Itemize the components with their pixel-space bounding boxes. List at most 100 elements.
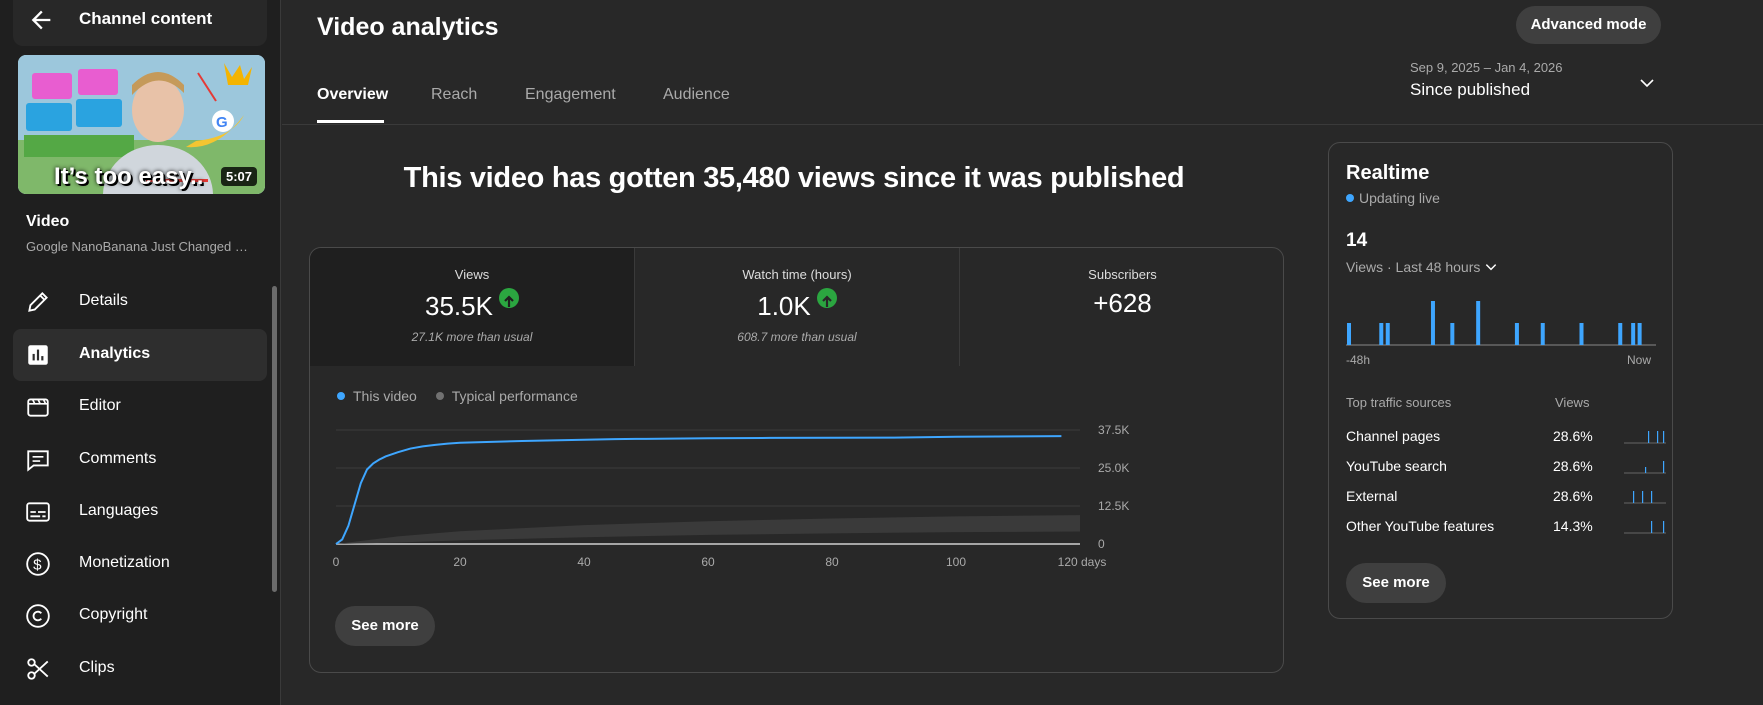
metric-divider	[634, 248, 635, 366]
realtime-axis-end: Now	[1627, 353, 1652, 367]
sidebar-item-comments[interactable]: Comments	[13, 434, 267, 486]
tab-engagement[interactable]: Engagement	[525, 86, 616, 103]
analytics-icon	[28, 345, 48, 365]
video-label: Video	[26, 213, 70, 230]
sidebar-item-languages[interactable]: Languages	[13, 486, 267, 538]
sidebar-item-copyright[interactable]: Copyright	[13, 590, 267, 642]
legend-this-video[interactable]: This video	[337, 388, 417, 404]
realtime-bar[interactable]	[1347, 323, 1351, 345]
sparkline-bar	[1633, 491, 1635, 503]
page-title: Video analytics	[317, 13, 499, 41]
realtime-bar[interactable]	[1450, 323, 1455, 345]
sidebar-item-label: Copyright	[79, 606, 148, 623]
traffic-sources-header: Top traffic sources	[1346, 395, 1452, 410]
x-tick-label: 0	[333, 555, 340, 569]
x-tick-label: 60	[701, 555, 715, 569]
sidebar-item-clips[interactable]: Clips	[13, 643, 267, 695]
copyright-icon	[26, 604, 50, 628]
y-tick-label: 25.0K	[1098, 461, 1129, 475]
realtime-bar[interactable]	[1540, 323, 1545, 345]
advanced-mode-button[interactable]: Advanced mode	[1516, 6, 1661, 44]
see-more-button[interactable]: See more	[335, 606, 435, 646]
realtime-bar[interactable]	[1514, 323, 1519, 345]
video-thumbnail[interactable]: G It’s too easy.. 5:07	[18, 55, 265, 194]
trend-up-icon	[816, 288, 837, 308]
traffic-source-row[interactable]: YouTube search 28.6%	[1346, 458, 1666, 480]
tab-reach[interactable]: Reach	[431, 86, 478, 103]
realtime-count: 14	[1346, 230, 1368, 251]
sparkline-bar	[1657, 431, 1659, 443]
back-arrow-icon[interactable]	[27, 6, 55, 34]
header-divider	[282, 124, 1763, 125]
metric-label: Views	[454, 267, 490, 282]
metric-value: +628	[1093, 288, 1152, 318]
tab-audience[interactable]: Audience	[663, 86, 730, 103]
svg-text:$: $	[33, 556, 42, 573]
traffic-source-percent: 28.6%	[1553, 428, 1593, 444]
chevron-down-icon	[1640, 79, 1654, 88]
date-range-label: Since published	[1410, 80, 1531, 99]
sidebar-item-monetization[interactable]: $ Monetization	[13, 538, 267, 590]
metric-label: Watch time (hours)	[742, 267, 852, 282]
y-tick-label: 37.5K	[1098, 423, 1129, 437]
sidebar: Channel content G It’s too	[0, 0, 281, 705]
legend-dot	[435, 392, 444, 400]
traffic-source-percent: 14.3%	[1553, 518, 1593, 534]
legend-typical[interactable]: Typical performance	[435, 388, 578, 404]
x-tick-label: 40	[577, 555, 591, 569]
video-title: Google NanoBanana Just Changed Everythin…	[26, 239, 256, 254]
metric-label: Subscribers	[1088, 267, 1157, 282]
sidebar-item-label: Monetization	[79, 554, 170, 571]
sidebar-item-details[interactable]: Details	[13, 276, 267, 328]
date-range-selector[interactable]: Sep 9, 2025 – Jan 4, 2026 Since publishe…	[1410, 60, 1660, 110]
metric-watch-time[interactable]: Watch time (hours) 1.0K 608.7 more than …	[635, 248, 959, 366]
traffic-source-row[interactable]: Channel pages 28.6%	[1346, 428, 1666, 450]
metric-note: 27.1K more than usual	[411, 330, 533, 344]
traffic-source-row[interactable]: External 28.6%	[1346, 488, 1666, 510]
sidebar-item-label: Comments	[79, 450, 157, 467]
chevron-down-icon	[1486, 264, 1497, 271]
traffic-source-percent: 28.6%	[1553, 458, 1593, 474]
traffic-source-row[interactable]: Other YouTube features 14.3%	[1346, 518, 1666, 540]
sidebar-item-analytics[interactable]: Analytics	[13, 329, 267, 381]
realtime-period-selector[interactable]: Views · Last 48 hours	[1346, 259, 1498, 275]
traffic-source-percent: 28.6%	[1553, 488, 1593, 504]
sidebar-item-editor[interactable]: Editor	[13, 381, 267, 433]
sidebar-item-label: Details	[79, 292, 128, 309]
thumbnail-caption: It’s too easy..	[54, 163, 204, 190]
realtime-bar[interactable]	[1385, 323, 1390, 345]
traffic-source-name: Other YouTube features	[1346, 518, 1495, 534]
x-tick-label: 100	[946, 555, 966, 569]
sidebar-scrollbar[interactable]	[272, 286, 277, 592]
realtime-title: Realtime	[1346, 162, 1430, 184]
dollar-icon: $	[26, 552, 50, 576]
film-icon	[27, 398, 49, 417]
metric-subscribers[interactable]: Subscribers +628	[960, 248, 1283, 366]
traffic-source-name: External	[1346, 488, 1398, 504]
realtime-bar[interactable]	[1476, 301, 1481, 345]
sidebar-header-title: Channel content	[79, 9, 213, 28]
realtime-bar[interactable]	[1579, 323, 1584, 345]
realtime-bar-chart[interactable]	[1346, 298, 1656, 348]
realtime-bar[interactable]	[1379, 323, 1384, 345]
date-range-dates: Sep 9, 2025 – Jan 4, 2026	[1410, 60, 1563, 75]
sidebar-item-label: Languages	[79, 502, 159, 519]
x-tick-label: 80	[825, 555, 839, 569]
realtime-see-more-button[interactable]: See more	[1346, 563, 1446, 603]
realtime-bar[interactable]	[1637, 323, 1642, 345]
realtime-bar[interactable]	[1618, 323, 1623, 345]
live-dot	[1346, 194, 1354, 202]
metric-views[interactable]: Views 35.5K 27.1K more than usual	[310, 248, 634, 366]
video-duration-badge: 5:07	[220, 167, 257, 186]
realtime-bar[interactable]	[1430, 301, 1435, 345]
realtime-bar[interactable]	[1631, 323, 1636, 345]
sidebar-item-label: Editor	[79, 397, 121, 414]
comment-icon	[27, 450, 49, 472]
metric-note: 608.7 more than usual	[737, 330, 857, 344]
sparkline-bar	[1663, 431, 1665, 443]
tab-overview[interactable]: Overview	[317, 86, 389, 103]
scissors-icon	[27, 658, 49, 680]
thumbnail-image: G	[18, 55, 265, 194]
views-line-chart[interactable]: 0 12.5K 25.0K 37.5K 0 20 40 60 80 100 120 days	[310, 408, 1284, 588]
series-line-this-video	[335, 435, 1062, 545]
